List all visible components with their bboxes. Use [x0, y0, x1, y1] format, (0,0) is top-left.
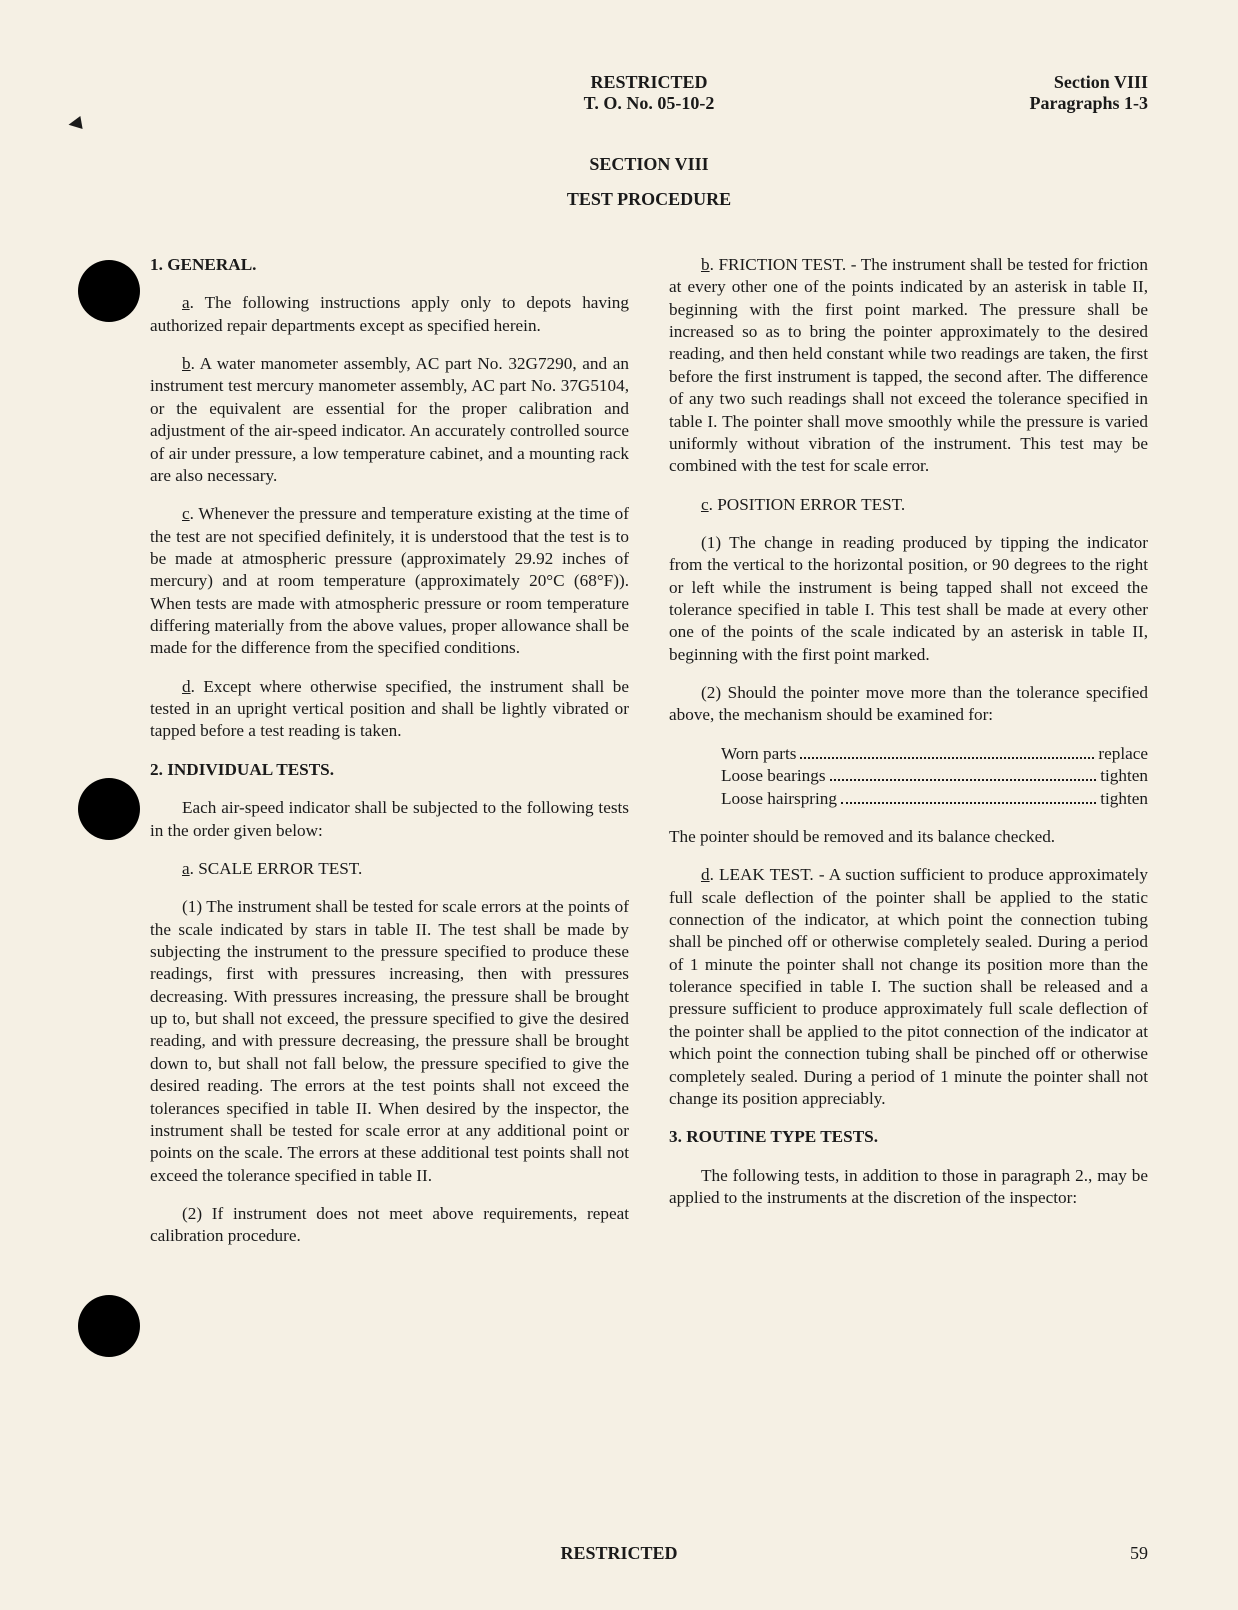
list-item: Worn parts replace — [721, 743, 1148, 765]
section-heading: SECTION VIII — [150, 154, 1148, 175]
para-2b-friction: b. FRICTION TEST. - The instrument shall… — [669, 254, 1148, 478]
para-1d-text: . Except where otherwise specified, the … — [150, 677, 629, 741]
page-number: 59 — [1130, 1543, 1148, 1564]
para-2d-leak: d. LEAK TEST. - A suction sufficient to … — [669, 864, 1148, 1110]
header-left-spacer — [150, 72, 350, 114]
heading-2a-scale-error: a. SCALE ERROR TEST. — [150, 858, 629, 880]
letter-a: a — [182, 293, 190, 312]
document-page: ◄ RESTRICTED T. O. No. 05-10-2 Section V… — [0, 0, 1238, 1610]
document-number: T. O. No. 05-10-2 — [350, 93, 948, 114]
defect-action: replace — [1098, 743, 1148, 765]
binder-mark: ◄ — [62, 108, 88, 137]
heading-2a-text: . SCALE ERROR TEST. — [190, 859, 363, 878]
letter-a: a — [182, 859, 190, 878]
para-1c-text: . Whenever the pressure and temperature … — [150, 504, 629, 657]
heading-2c-text: . POSITION ERROR TEST. — [709, 495, 906, 514]
para-2c1: (1) The change in reading produced by ti… — [669, 532, 1148, 666]
body-columns: 1. GENERAL. a. The following instruction… — [150, 254, 1148, 1248]
para-2a1: (1) The instrument shall be tested for s… — [150, 896, 629, 1187]
defect-action: tighten — [1100, 788, 1148, 810]
para-1a-text: . The following instructions apply only … — [150, 293, 629, 334]
heading-3-routine: 3. ROUTINE TYPE TESTS. — [669, 1126, 1148, 1148]
page-header: RESTRICTED T. O. No. 05-10-2 Section VII… — [150, 72, 1148, 114]
para-2c-after: The pointer should be removed and its ba… — [669, 826, 1148, 848]
letter-d: d — [701, 865, 710, 884]
leader-dots — [830, 765, 1097, 781]
defect-list: Worn parts replace Loose bearings tighte… — [669, 743, 1148, 810]
defect-action: tighten — [1100, 765, 1148, 787]
para-3-intro: The following tests, in addition to thos… — [669, 1165, 1148, 1210]
punch-hole — [78, 260, 140, 322]
classification-top: RESTRICTED — [350, 72, 948, 93]
letter-b: b — [701, 255, 710, 274]
defect-label: Loose hairspring — [721, 788, 837, 810]
letter-c: c — [182, 504, 190, 523]
defect-label: Worn parts — [721, 743, 796, 765]
para-2d-text: . LEAK TEST. - A suction sufficient to p… — [669, 865, 1148, 1108]
leader-dots — [800, 743, 1094, 759]
para-2c2: (2) Should the pointer move more than th… — [669, 682, 1148, 727]
paragraph-ref: Paragraphs 1-3 — [948, 93, 1148, 114]
heading-2c-position-error: c. POSITION ERROR TEST. — [669, 494, 1148, 516]
leader-dots — [841, 788, 1096, 804]
heading-2-individual: 2. INDIVIDUAL TESTS. — [150, 759, 629, 781]
para-1b: b. A water manometer assembly, AC part N… — [150, 353, 629, 487]
letter-c: c — [701, 495, 709, 514]
letter-d: d — [182, 677, 191, 696]
section-subheading: TEST PROCEDURE — [150, 189, 1148, 210]
heading-1-general: 1. GENERAL. — [150, 254, 629, 276]
classification-bottom: RESTRICTED — [0, 1543, 1238, 1564]
para-2-intro: Each air-speed indicator shall be subjec… — [150, 797, 629, 842]
list-item: Loose bearings tighten — [721, 765, 1148, 787]
letter-b: b — [182, 354, 191, 373]
section-ref: Section VIII — [948, 72, 1148, 93]
list-item: Loose hairspring tighten — [721, 788, 1148, 810]
defect-label: Loose bearings — [721, 765, 826, 787]
punch-hole — [78, 778, 140, 840]
para-2a2: (2) If instrument does not meet above re… — [150, 1203, 629, 1248]
para-1d: d. Except where otherwise specified, the… — [150, 676, 629, 743]
punch-hole — [78, 1295, 140, 1357]
para-1b-text: . A water manometer assembly, AC part No… — [150, 354, 629, 485]
para-2b-text: . FRICTION TEST. - The instrument shall … — [669, 255, 1148, 475]
para-1c: c. Whenever the pressure and temperature… — [150, 503, 629, 660]
para-1a: a. The following instructions apply only… — [150, 292, 629, 337]
header-right: Section VIII Paragraphs 1-3 — [948, 72, 1148, 114]
header-center: RESTRICTED T. O. No. 05-10-2 — [350, 72, 948, 114]
